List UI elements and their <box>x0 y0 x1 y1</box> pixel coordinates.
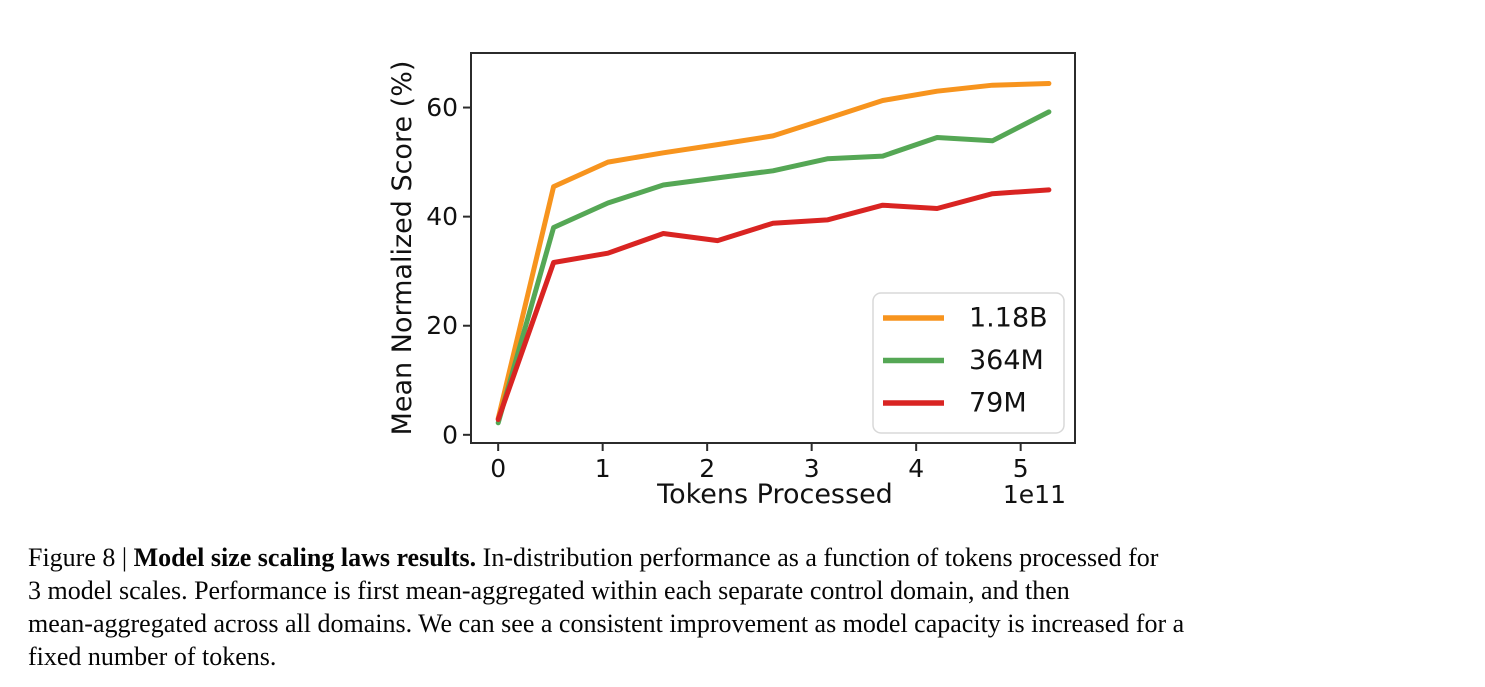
y-axis-label: Mean Normalized Score (%) <box>387 61 418 436</box>
caption-line-3: mean-aggregated across all domains. We c… <box>28 609 1185 638</box>
x-axis-ticks: 0 1 2 3 4 5 <box>490 443 1029 483</box>
x-tick-label: 0 <box>490 454 506 483</box>
x-tick-label: 5 <box>1013 454 1029 483</box>
series-line-364M <box>495 109 1052 426</box>
plot-border <box>470 52 1076 444</box>
caption-line-4: fixed number of tokens. <box>28 642 277 671</box>
data-series-lines <box>495 81 1052 426</box>
y-tick-label: 60 <box>426 93 458 122</box>
chart-legend: 1.18B 364M 79M <box>872 292 1065 434</box>
caption-bold-title: Model size scaling laws results. <box>133 543 477 572</box>
figure-caption: Figure 8 | Model size scaling laws resul… <box>28 541 1468 673</box>
x-tick-label: 2 <box>699 454 715 483</box>
x-tick-label: 3 <box>804 454 820 483</box>
series-line-79M <box>495 187 1052 422</box>
scaling-laws-figure: 0 20 40 60 0 1 2 3 4 5 1.18B 364M 79M Mean Normali… <box>380 0 1092 515</box>
y-tick-label: 40 <box>426 202 458 231</box>
caption-line1-rest: In-distribution performance as a functio… <box>476 543 1159 572</box>
x-axis-label: Tokens Processed <box>656 479 893 510</box>
x-tick-label: 4 <box>908 454 924 483</box>
series-line-1.18B <box>495 81 1052 421</box>
caption-line-2: 3 model scales. Performance is first mea… <box>28 576 1070 605</box>
y-tick-label: 0 <box>442 420 458 449</box>
legend-label-79M: 79M <box>969 388 1027 419</box>
x-tick-label: 1 <box>595 454 611 483</box>
legend-box <box>872 292 1065 434</box>
line-chart: 0 20 40 60 0 1 2 3 4 5 1.18B 364M 79M Mean Normali… <box>387 52 1076 510</box>
x-axis-offset-label: 1e11 <box>1003 480 1066 509</box>
y-axis-ticks: 0 20 40 60 <box>426 93 471 449</box>
caption-figure-label: Figure 8 | <box>28 543 134 572</box>
y-tick-label: 20 <box>426 311 458 340</box>
legend-label-364M: 364M <box>969 345 1044 376</box>
legend-label-1.18B: 1.18B <box>969 303 1048 334</box>
caption-line-1: Figure 8 | Model size scaling laws resul… <box>28 541 1468 574</box>
